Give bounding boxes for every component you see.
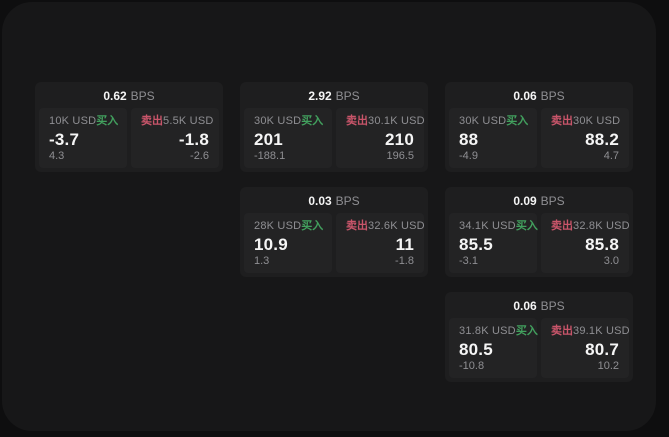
sell-sub-value: 3.0 bbox=[603, 255, 619, 267]
buy-panel[interactable]: 10K USD 买入 -3.7 4.3 bbox=[39, 108, 127, 168]
buy-price: 85.5 bbox=[459, 235, 493, 254]
sell-sub-value: -2.6 bbox=[190, 150, 209, 162]
sell-panel[interactable]: 卖出 32.8K USD 85.8 3.0 bbox=[541, 213, 630, 273]
sell-notional: 39.1K USD bbox=[573, 325, 630, 337]
buy-notional: 30K USD bbox=[459, 115, 507, 127]
buy-label: 买入 bbox=[515, 325, 538, 337]
buy-sub-value: -4.9 bbox=[459, 150, 478, 162]
sell-price: 210 bbox=[385, 130, 414, 149]
buy-sub-value: 4.3 bbox=[49, 150, 65, 162]
bps-unit-label: BPS bbox=[130, 89, 155, 103]
buy-panel[interactable]: 30K USD 买入 88 -4.9 bbox=[449, 108, 537, 168]
sell-sub-value: -1.8 bbox=[395, 255, 414, 267]
buy-panel[interactable]: 34.1K USD 买入 85.5 -3.1 bbox=[449, 213, 538, 273]
buy-label: 买入 bbox=[515, 220, 538, 232]
bps-header: 0.06 BPS bbox=[449, 86, 629, 106]
sell-notional: 32.6K USD bbox=[368, 220, 425, 232]
quote-card: 0.06 BPS 30K USD 买入 88 -4.9 卖出 30K USD 88… bbox=[445, 82, 633, 172]
buy-sub-value: -10.8 bbox=[459, 360, 485, 372]
sell-price: -1.8 bbox=[178, 130, 209, 149]
buy-label: 买入 bbox=[506, 115, 529, 127]
sell-sub-value: 4.7 bbox=[603, 150, 619, 162]
sell-panel[interactable]: 卖出 5.5K USD -1.8 -2.6 bbox=[131, 108, 219, 168]
buy-label: 买入 bbox=[301, 115, 324, 127]
bps-header: 0.06 BPS bbox=[449, 296, 629, 316]
buy-sub-value: 1.3 bbox=[254, 255, 270, 267]
sell-label: 卖出 bbox=[141, 115, 163, 127]
sell-price: 85.8 bbox=[585, 235, 619, 254]
buy-price: 201 bbox=[254, 130, 283, 149]
bps-unit-label: BPS bbox=[335, 89, 360, 103]
buy-panel[interactable]: 30K USD 买入 201 -188.1 bbox=[244, 108, 332, 168]
buy-label: 买入 bbox=[96, 115, 119, 127]
buy-panel[interactable]: 31.8K USD 买入 80.5 -10.8 bbox=[449, 318, 538, 378]
sell-price: 11 bbox=[395, 235, 414, 254]
buy-price: 10.9 bbox=[254, 235, 288, 254]
buy-notional: 34.1K USD bbox=[459, 220, 516, 232]
quote-card: 0.09 BPS 34.1K USD 买入 85.5 -3.1 卖出 32.8K … bbox=[445, 187, 633, 277]
buy-notional: 30K USD bbox=[254, 115, 302, 127]
quote-card: 0.62 BPS 10K USD 买入 -3.7 4.3 卖出 5.5K USD … bbox=[35, 82, 223, 172]
sell-sub-value: 10.2 bbox=[597, 360, 619, 372]
buy-price: 88 bbox=[459, 130, 479, 149]
bps-unit-label: BPS bbox=[540, 194, 565, 208]
sell-panel[interactable]: 卖出 39.1K USD 80.7 10.2 bbox=[541, 318, 630, 378]
buy-notional: 31.8K USD bbox=[459, 325, 516, 337]
buy-label: 买入 bbox=[301, 220, 324, 232]
buy-price: -3.7 bbox=[49, 130, 80, 149]
sell-panel[interactable]: 卖出 30K USD 88.2 4.7 bbox=[541, 108, 629, 168]
bps-header: 0.03 BPS bbox=[244, 191, 424, 211]
sell-label: 卖出 bbox=[551, 220, 573, 232]
sell-notional: 30.1K USD bbox=[368, 115, 425, 127]
sell-notional: 32.8K USD bbox=[573, 220, 630, 232]
sell-panel[interactable]: 卖出 32.6K USD 11 -1.8 bbox=[336, 213, 425, 273]
bps-value: 0.06 bbox=[513, 89, 537, 103]
bps-value: 0.62 bbox=[103, 89, 127, 103]
quote-card: 2.92 BPS 30K USD 买入 201 -188.1 卖出 30.1K U… bbox=[240, 82, 428, 172]
sell-price: 80.7 bbox=[585, 340, 619, 359]
buy-price: 80.5 bbox=[459, 340, 493, 359]
sell-label: 卖出 bbox=[346, 115, 368, 127]
quote-card: 0.06 BPS 31.8K USD 买入 80.5 -10.8 卖出 39.1K… bbox=[445, 292, 633, 382]
buy-notional: 28K USD bbox=[254, 220, 302, 232]
bps-unit-label: BPS bbox=[540, 89, 565, 103]
buy-sub-value: -188.1 bbox=[254, 150, 286, 162]
sell-panel[interactable]: 卖出 30.1K USD 210 196.5 bbox=[336, 108, 425, 168]
bps-value: 0.03 bbox=[308, 194, 332, 208]
bps-value: 0.09 bbox=[513, 194, 537, 208]
sell-label: 卖出 bbox=[551, 325, 573, 337]
bps-unit-label: BPS bbox=[335, 194, 360, 208]
sell-sub-value: 196.5 bbox=[386, 150, 414, 162]
sell-price: 88.2 bbox=[585, 130, 619, 149]
quote-card: 0.03 BPS 28K USD 买入 10.9 1.3 卖出 32.6K USD… bbox=[240, 187, 428, 277]
bps-value: 0.06 bbox=[513, 299, 537, 313]
bps-unit-label: BPS bbox=[540, 299, 565, 313]
bps-value: 2.92 bbox=[308, 89, 332, 103]
sell-notional: 5.5K USD bbox=[163, 115, 214, 127]
buy-notional: 10K USD bbox=[49, 115, 97, 127]
bps-header: 0.62 BPS bbox=[39, 86, 219, 106]
sell-label: 卖出 bbox=[346, 220, 368, 232]
buy-sub-value: -3.1 bbox=[459, 255, 478, 267]
buy-panel[interactable]: 28K USD 买入 10.9 1.3 bbox=[244, 213, 332, 273]
bps-header: 2.92 BPS bbox=[244, 86, 424, 106]
sell-label: 卖出 bbox=[551, 115, 573, 127]
sell-notional: 30K USD bbox=[573, 115, 621, 127]
bps-header: 0.09 BPS bbox=[449, 191, 629, 211]
